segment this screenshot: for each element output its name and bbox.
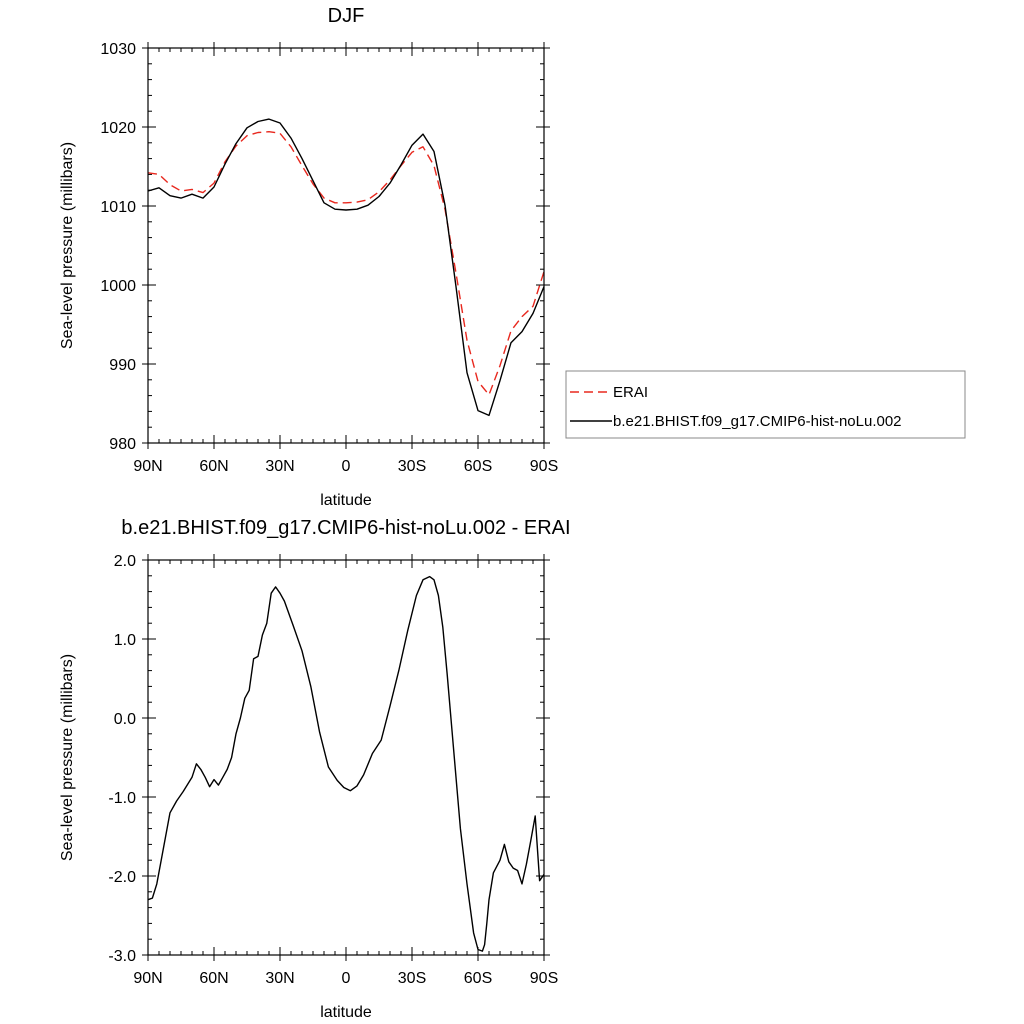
legend: ERAI b.e21.BHIST.f09_g17.CMIP6-hist-noLu.…	[565, 370, 966, 439]
x-axis-label: latitude	[320, 492, 372, 509]
x-axis-label: latitude	[320, 1004, 372, 1021]
y-tick-label: 1.0	[114, 632, 136, 649]
y-tick-label: 1020	[100, 120, 136, 137]
y-tick-label: 980	[109, 436, 136, 453]
series-line-erai	[147, 131, 545, 396]
y-tick-label: 990	[109, 357, 136, 374]
y-tick-label: 0.0	[114, 711, 136, 728]
x-tick-label: 30S	[398, 970, 426, 987]
y-axis-label: Sea-level pressure (millibars)	[59, 654, 76, 861]
x-tick-label: 30N	[265, 458, 294, 475]
x-tick-label: 60N	[199, 458, 228, 475]
y-tick-label: 1010	[100, 199, 136, 216]
chart-title: DJF	[328, 5, 365, 27]
legend-label: b.e21.BHIST.f09_g17.CMIP6-hist-noLu.002	[613, 413, 902, 430]
y-tick-label: 1030	[100, 41, 136, 58]
x-tick-label: 90N	[133, 970, 162, 987]
y-tick-label: -3.0	[108, 948, 136, 965]
y-tick-label: 2.0	[114, 553, 136, 570]
y-tick-label: -1.0	[108, 790, 136, 807]
x-tick-label: 0	[342, 970, 351, 987]
x-tick-label: 30S	[398, 458, 426, 475]
plot-frame	[147, 559, 545, 956]
axis-ticks	[142, 554, 550, 961]
legend-label: ERAI	[613, 384, 648, 401]
x-tick-label: 60S	[464, 458, 492, 475]
series-line-0	[147, 575, 545, 952]
x-tick-label: 60S	[464, 970, 492, 987]
chart-title: b.e21.BHIST.f09_g17.CMIP6-hist-noLu.002 …	[121, 517, 570, 539]
x-tick-label: 60N	[199, 970, 228, 987]
chart-slp-difference: b.e21.BHIST.f09_g17.CMIP6-hist-noLu.002 …	[59, 517, 571, 1021]
y-tick-label: -2.0	[108, 869, 136, 886]
y-axis-label: Sea-level pressure (millibars)	[59, 142, 76, 349]
chart-djf-slp: DJF 90N 60N 30N 0 30S 60S 90S 980 990 1000 1010 1020…	[59, 5, 966, 509]
series-line-b-e21-bhist-f09-g17-cmip6-hist-nolu-002	[147, 118, 545, 417]
axis-ticks	[142, 42, 550, 449]
x-tick-label: 90S	[530, 970, 558, 987]
x-tick-label: 30N	[265, 970, 294, 987]
plot-frame	[147, 47, 545, 444]
x-tick-label: 0	[342, 458, 351, 475]
x-tick-label: 90S	[530, 458, 558, 475]
x-tick-label: 90N	[133, 458, 162, 475]
y-tick-label: 1000	[100, 278, 136, 295]
legend-box	[565, 370, 966, 439]
